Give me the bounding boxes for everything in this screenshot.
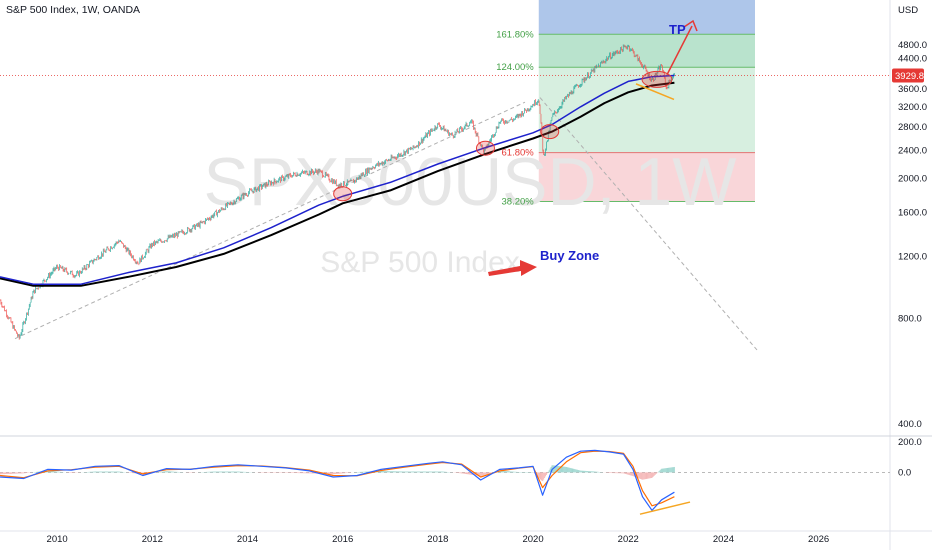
y-tick-label: 1600.0 bbox=[898, 208, 927, 219]
oscillator-divergence-line bbox=[639, 501, 691, 515]
y-tick-label: 2800.0 bbox=[898, 122, 927, 133]
y-tick-label: 4400.0 bbox=[898, 53, 927, 64]
candles bbox=[0, 44, 675, 340]
x-tick-label: 2026 bbox=[808, 534, 829, 545]
moving-average-fast-line bbox=[0, 74, 675, 285]
oscillator-tick-label: 0.0 bbox=[898, 467, 911, 478]
x-tick-label: 2016 bbox=[332, 534, 353, 545]
buy-zone-arrow bbox=[488, 260, 537, 276]
x-tick-label: 2010 bbox=[47, 534, 68, 545]
y-tick-label: 1200.0 bbox=[898, 251, 927, 262]
fib-zone-top bbox=[538, 0, 755, 35]
price-divergence-line bbox=[635, 83, 675, 101]
x-tick-label: 2012 bbox=[142, 534, 163, 545]
watermark-description: S&P 500 Index bbox=[320, 246, 520, 279]
y-tick-label: 3600.0 bbox=[898, 84, 927, 95]
buy-zone-label: Buy Zone bbox=[540, 248, 599, 263]
support-touch-circle bbox=[540, 124, 560, 140]
y-tick-label: 400.0 bbox=[898, 419, 922, 430]
x-tick-label: 2022 bbox=[618, 534, 639, 545]
moving-average-slow-line bbox=[0, 81, 675, 287]
fib-zone-lower bbox=[538, 152, 755, 202]
oscillator-tick-label: 200.0 bbox=[898, 437, 922, 448]
watermark-symbol: SPX500USD, 1W bbox=[204, 144, 737, 220]
x-tick-label: 2024 bbox=[713, 534, 734, 545]
x-tick-label: 2018 bbox=[427, 534, 448, 545]
fib-zone-upper bbox=[538, 34, 755, 68]
fib-level-label: 38.20% bbox=[502, 197, 535, 208]
current-price-label: 3929.8 bbox=[895, 71, 924, 82]
signal-line bbox=[0, 450, 675, 507]
y-tick-label: 4800.0 bbox=[898, 40, 927, 51]
x-tick-label: 2014 bbox=[237, 534, 258, 545]
y-tick-label: 2400.0 bbox=[898, 146, 927, 157]
tp-arrow-line bbox=[666, 25, 693, 76]
tp-label: TP bbox=[669, 22, 686, 37]
y-tick-label: 800.0 bbox=[898, 313, 922, 324]
chart-title: S&P 500 Index, 1W, OANDA bbox=[6, 4, 141, 16]
support-touch-circle bbox=[475, 140, 495, 156]
x-tick-label: 2020 bbox=[522, 534, 543, 545]
tp-arrow-head bbox=[683, 19, 698, 32]
current-price-tag bbox=[892, 68, 924, 83]
y-tick-label: 2000.0 bbox=[898, 174, 927, 185]
fib-level-label: 161.80% bbox=[496, 29, 534, 40]
y-tick-label: 3200.0 bbox=[898, 102, 927, 113]
axis-currency-label: USD bbox=[898, 5, 918, 16]
fib-level-label: 124.00% bbox=[496, 62, 534, 73]
trend-channel-line bbox=[14, 101, 526, 340]
fib-level-label: 61.80% bbox=[502, 148, 535, 159]
support-touch-circle bbox=[641, 70, 673, 88]
oscillator-histogram bbox=[0, 465, 675, 482]
support-touch-circle bbox=[333, 186, 353, 202]
macd-line bbox=[0, 449, 675, 511]
